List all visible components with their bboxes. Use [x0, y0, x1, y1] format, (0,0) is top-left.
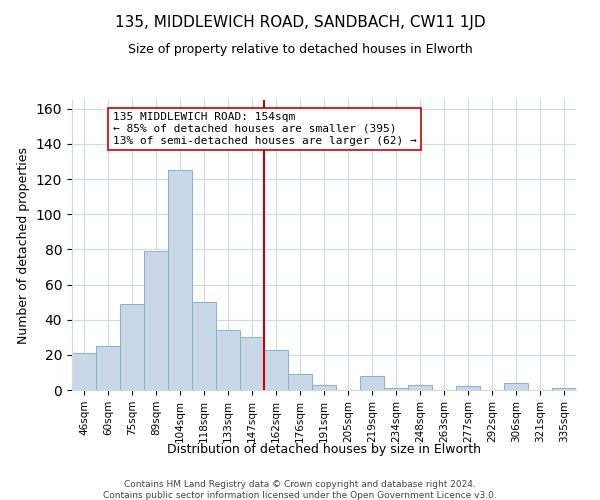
Text: Contains HM Land Registry data © Crown copyright and database right 2024.: Contains HM Land Registry data © Crown c… — [124, 480, 476, 489]
Bar — [264, 350, 288, 390]
Text: Size of property relative to detached houses in Elworth: Size of property relative to detached ho… — [128, 42, 472, 56]
Bar — [456, 386, 480, 390]
Bar — [96, 346, 120, 390]
Bar — [240, 338, 264, 390]
Text: Contains public sector information licensed under the Open Government Licence v3: Contains public sector information licen… — [103, 491, 497, 500]
Bar — [216, 330, 240, 390]
Bar — [144, 251, 168, 390]
Text: 135, MIDDLEWICH ROAD, SANDBACH, CW11 1JD: 135, MIDDLEWICH ROAD, SANDBACH, CW11 1JD — [115, 15, 485, 30]
Text: 135 MIDDLEWICH ROAD: 154sqm
← 85% of detached houses are smaller (395)
13% of se: 135 MIDDLEWICH ROAD: 154sqm ← 85% of det… — [113, 112, 416, 146]
Bar — [192, 302, 216, 390]
Bar — [168, 170, 192, 390]
Bar — [504, 383, 528, 390]
Bar — [120, 304, 144, 390]
Text: Distribution of detached houses by size in Elworth: Distribution of detached houses by size … — [167, 442, 481, 456]
Bar — [360, 376, 384, 390]
Y-axis label: Number of detached properties: Number of detached properties — [17, 146, 30, 344]
Bar — [288, 374, 312, 390]
Bar — [312, 384, 336, 390]
Bar — [384, 388, 408, 390]
Bar — [72, 353, 96, 390]
Bar — [552, 388, 576, 390]
Bar — [408, 384, 432, 390]
